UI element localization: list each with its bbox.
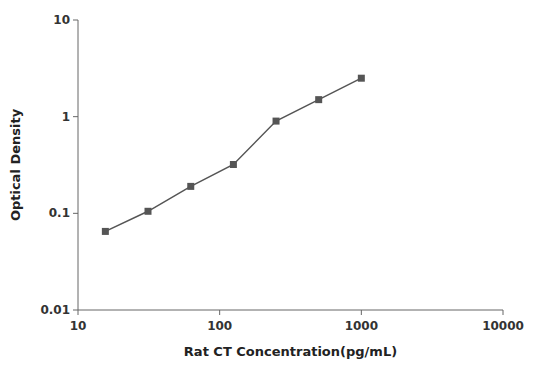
y-tick	[73, 116, 78, 117]
y-tick	[73, 310, 78, 311]
data-point	[273, 118, 280, 125]
x-tick	[219, 310, 220, 315]
data-point	[230, 161, 237, 168]
x-tick-label: 100	[207, 319, 232, 333]
y-tick-label: 0.01	[40, 303, 70, 317]
data-point	[187, 183, 194, 190]
x-tick-label: 10000	[482, 319, 524, 333]
x-tick-label: 10	[70, 319, 87, 333]
y-tick-label: 10	[53, 13, 70, 27]
data-point	[145, 208, 152, 215]
x-axis-line	[78, 310, 503, 311]
x-tick	[78, 310, 79, 315]
plot-area	[102, 75, 365, 235]
y-axis-line	[78, 20, 79, 310]
data-point	[102, 228, 109, 235]
y-axis-label: Optical Density	[8, 108, 23, 221]
data-point	[358, 75, 365, 82]
y-tick-label: 0.1	[49, 206, 70, 220]
y-tick-label: 1	[62, 110, 70, 124]
x-tick	[361, 310, 362, 315]
x-axis-label: Rat CT Concentration(pg/mL)	[184, 344, 397, 359]
y-tick	[73, 20, 78, 21]
chart: 10 100 1000 10000 0.01 0.1 1 10 Rat CT Concentra…	[0, 0, 533, 372]
data-point	[315, 96, 322, 103]
y-tick	[73, 213, 78, 214]
x-tick	[503, 310, 504, 315]
x-tick-label: 1000	[345, 319, 378, 333]
data-line	[105, 78, 361, 231]
